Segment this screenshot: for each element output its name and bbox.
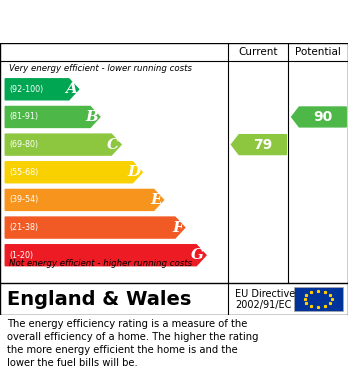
Polygon shape: [5, 189, 164, 210]
Text: 79: 79: [253, 138, 272, 152]
Polygon shape: [5, 217, 185, 238]
Text: England & Wales: England & Wales: [7, 290, 191, 308]
Text: EU Directive: EU Directive: [235, 289, 295, 300]
Text: B: B: [85, 110, 98, 124]
Text: (69-80): (69-80): [9, 140, 39, 149]
Text: C: C: [107, 138, 119, 152]
Text: Potential: Potential: [295, 47, 341, 57]
Polygon shape: [5, 106, 100, 127]
Text: D: D: [127, 165, 141, 179]
Polygon shape: [5, 162, 142, 183]
Text: (21-38): (21-38): [9, 223, 39, 232]
Text: Current: Current: [238, 47, 278, 57]
Text: (39-54): (39-54): [9, 196, 39, 204]
Text: F: F: [172, 221, 183, 235]
Text: The energy efficiency rating is a measure of the
overall efficiency of a home. T: The energy efficiency rating is a measur…: [7, 319, 259, 368]
Text: (1-20): (1-20): [9, 251, 33, 260]
FancyBboxPatch shape: [294, 287, 343, 311]
Text: G: G: [191, 248, 204, 262]
Polygon shape: [5, 245, 206, 266]
Text: (55-68): (55-68): [9, 168, 39, 177]
Text: Energy Efficiency Rating: Energy Efficiency Rating: [10, 13, 239, 31]
Text: Not energy efficient - higher running costs: Not energy efficient - higher running co…: [9, 259, 192, 268]
Text: Very energy efficient - lower running costs: Very energy efficient - lower running co…: [9, 64, 192, 73]
Bar: [0, 43, 348, 61]
Polygon shape: [292, 107, 346, 127]
Text: (92-100): (92-100): [9, 85, 44, 94]
Text: (81-91): (81-91): [9, 113, 39, 122]
Text: 90: 90: [313, 110, 332, 124]
Polygon shape: [231, 135, 286, 154]
Polygon shape: [5, 134, 121, 155]
Text: 2002/91/EC: 2002/91/EC: [235, 300, 291, 310]
Text: E: E: [150, 193, 162, 207]
Text: A: A: [65, 82, 77, 96]
Polygon shape: [5, 79, 79, 100]
